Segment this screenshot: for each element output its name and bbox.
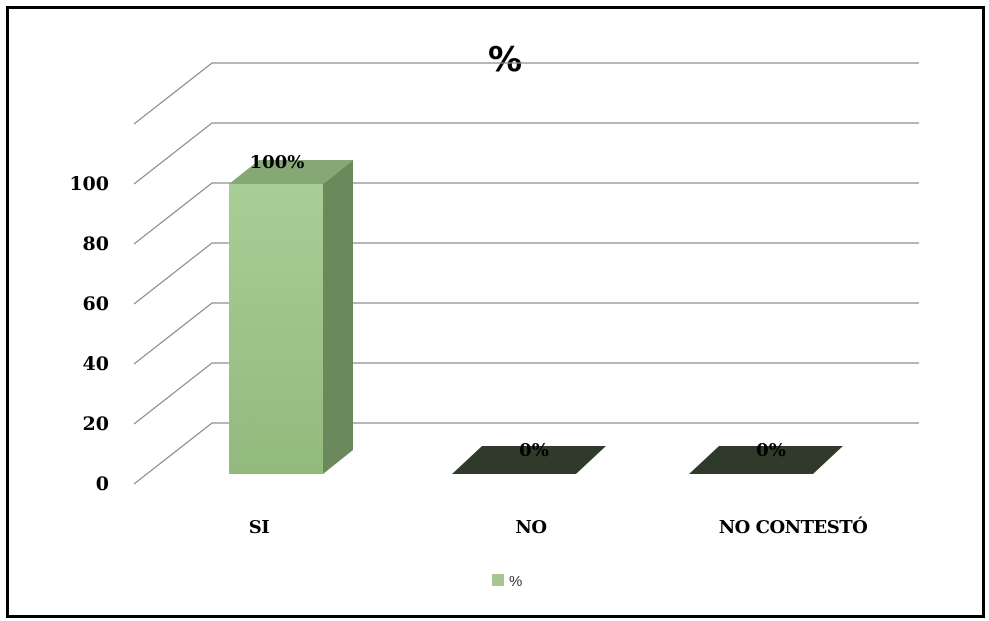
legend-swatch [492, 574, 504, 586]
bar-chart: % 0 20 40 60 80 100 100% SI 0% NO 0% NO CONTESTÓ% [9, 9, 988, 621]
y-tick-label: 80 [83, 233, 109, 255]
chart-title: % [488, 40, 522, 80]
y-tick-label: 60 [83, 293, 109, 315]
x-tick-label: SI [249, 517, 269, 538]
legend-label: % [509, 573, 522, 590]
bar-side [323, 160, 353, 474]
y-tick-label: 0 [96, 473, 109, 495]
x-tick-label: NO CONTESTÓ [719, 515, 868, 538]
data-label: 0% [519, 440, 549, 461]
y-tick-label: 40 [83, 353, 109, 375]
gridline [134, 63, 919, 124]
y-tick-label: 20 [83, 413, 109, 435]
data-label: 0% [756, 440, 786, 461]
bar [229, 184, 323, 474]
chart-frame: % 0 20 40 60 80 100 100% SI 0% NO 0% NO CONTESTÓ% [6, 6, 985, 618]
y-tick-label: 100 [69, 173, 109, 195]
data-label: 100% [250, 152, 305, 173]
x-tick-label: NO [515, 517, 546, 538]
